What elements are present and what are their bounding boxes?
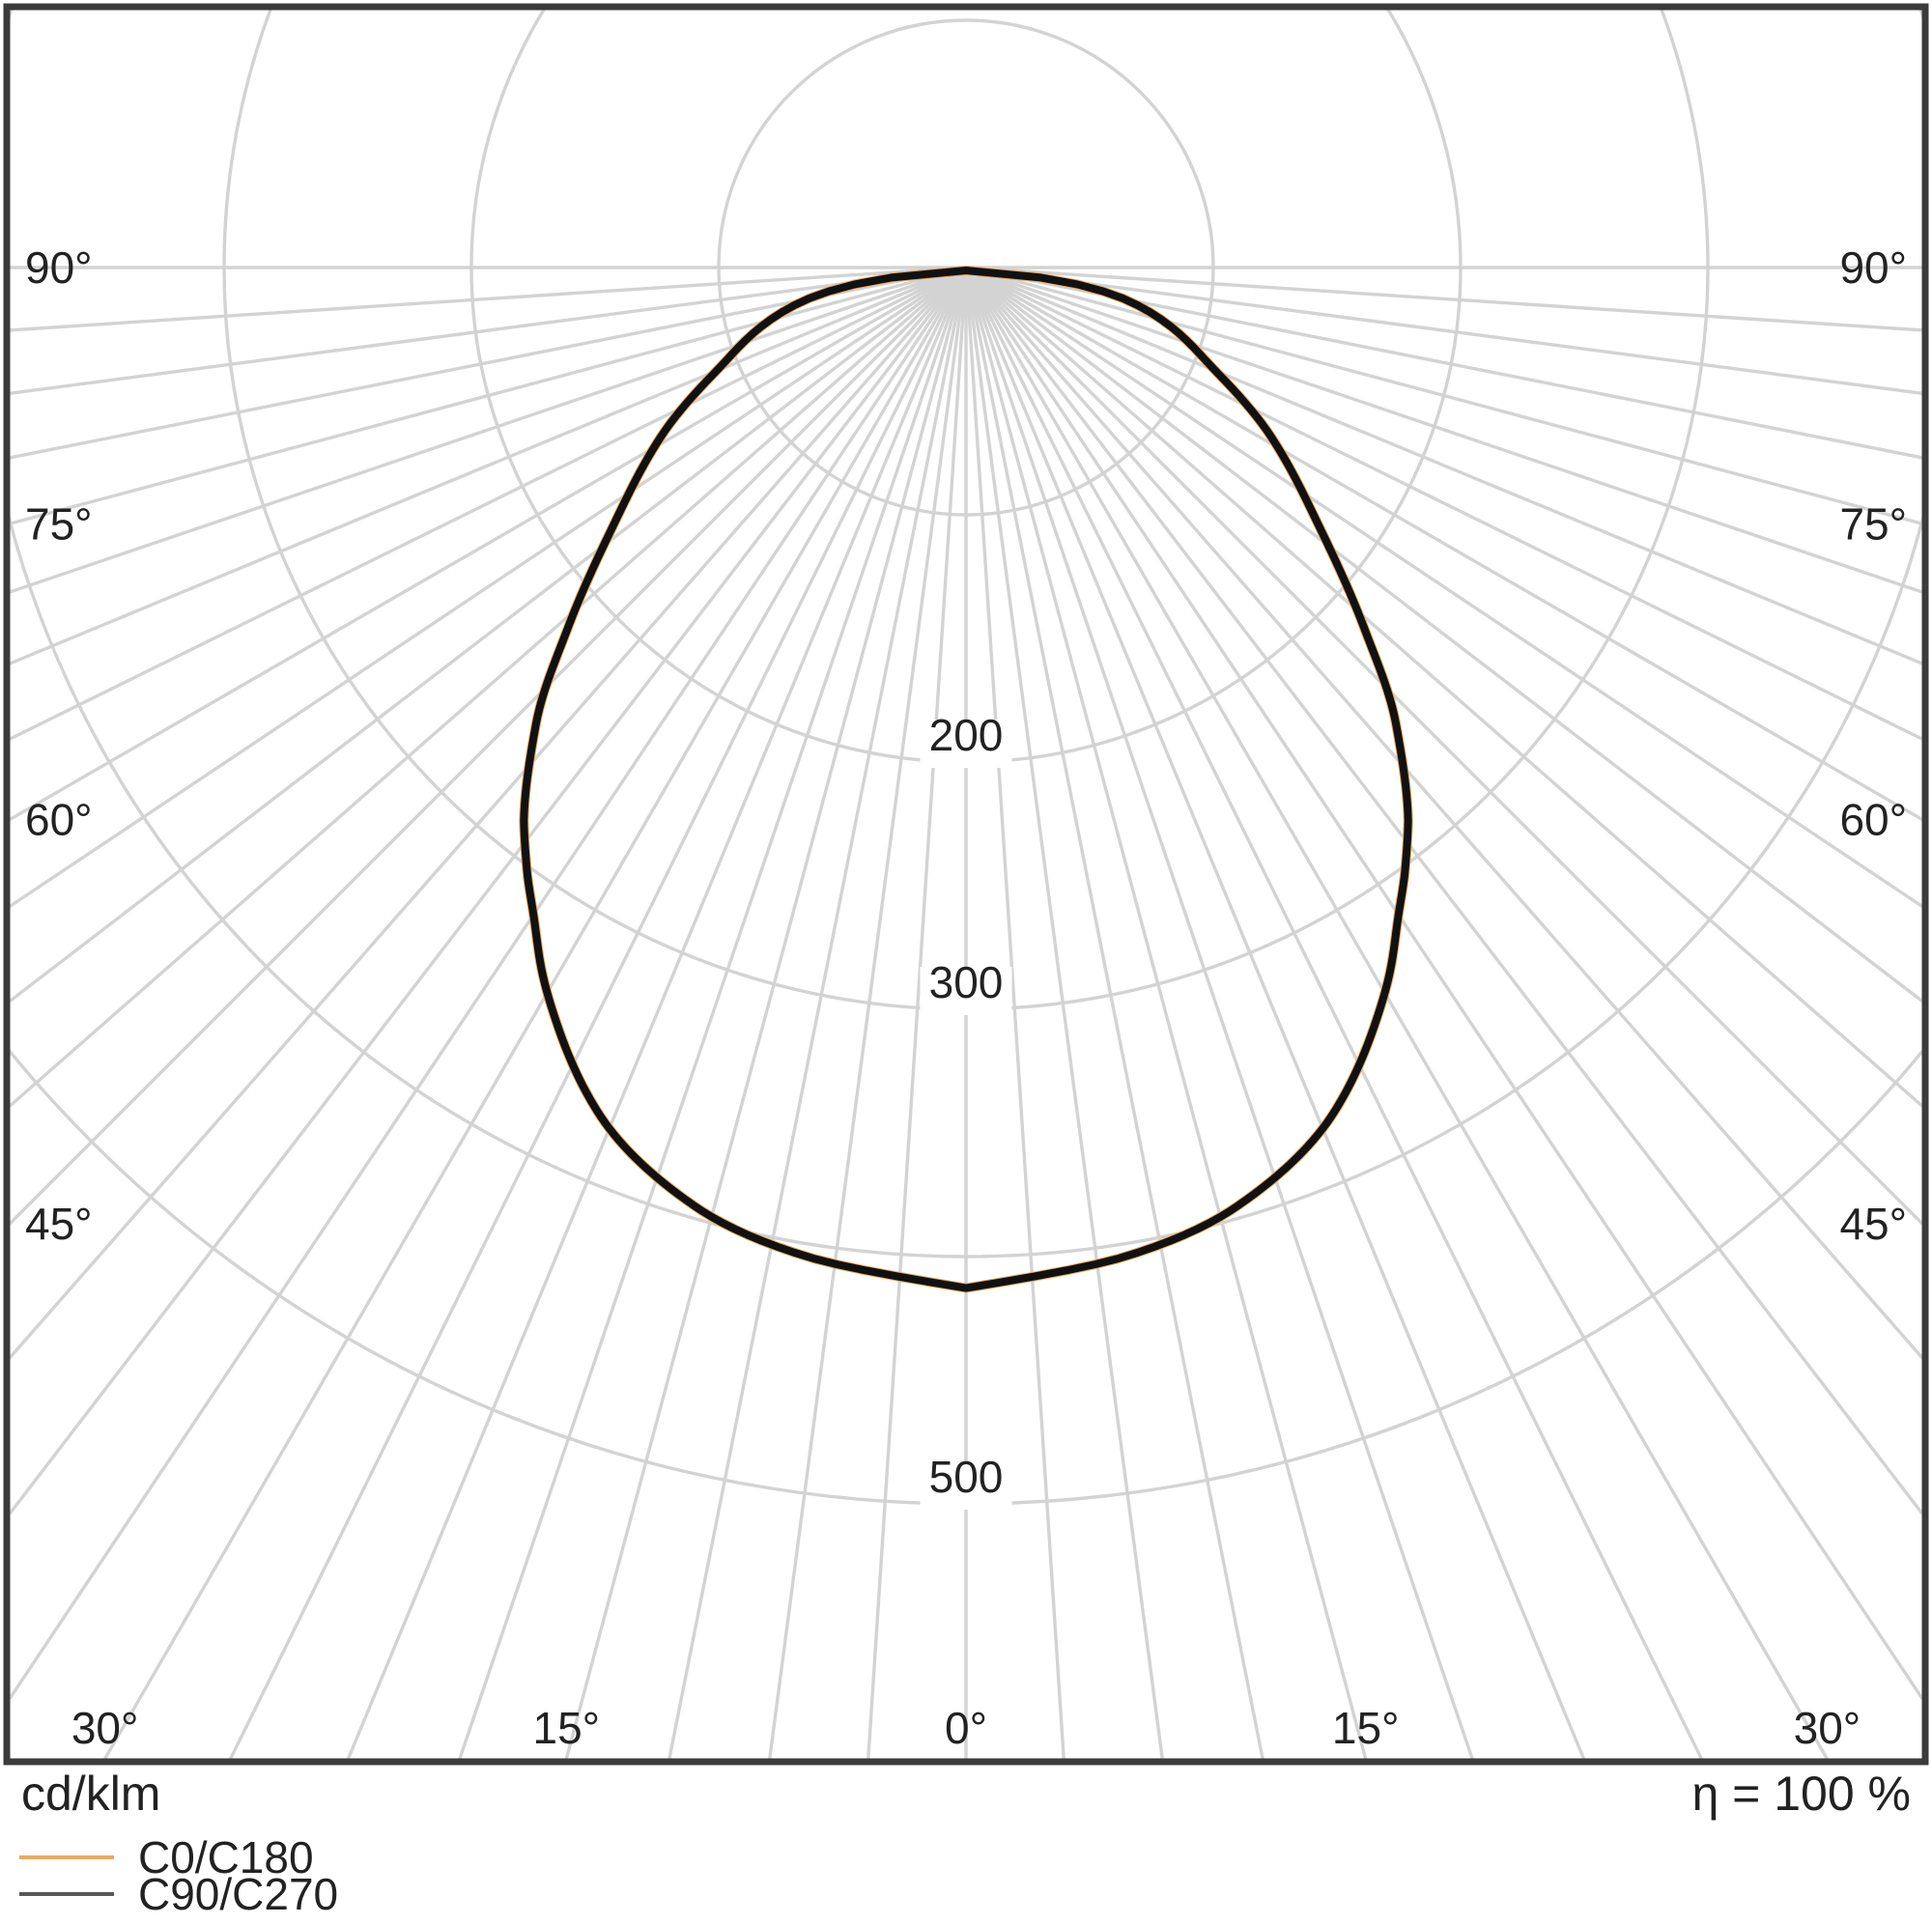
- svg-text:75°: 75°: [1839, 498, 1907, 549]
- svg-text:C90/C270: C90/C270: [138, 1869, 338, 1919]
- svg-text:500: 500: [929, 1452, 1004, 1502]
- svg-text:60°: 60°: [1839, 795, 1907, 845]
- svg-text:300: 300: [929, 957, 1004, 1007]
- svg-text:30°: 30°: [71, 1703, 139, 1753]
- svg-text:60°: 60°: [25, 795, 93, 845]
- svg-text:15°: 15°: [1332, 1703, 1400, 1753]
- svg-text:200: 200: [929, 710, 1004, 760]
- svg-text:30°: 30°: [1794, 1703, 1861, 1753]
- svg-text:0°: 0°: [945, 1703, 987, 1753]
- svg-text:η = 100 %: η = 100 %: [1691, 1767, 1911, 1821]
- svg-text:90°: 90°: [25, 242, 93, 293]
- svg-text:15°: 15°: [533, 1703, 601, 1753]
- svg-text:cd/klm: cd/klm: [21, 1767, 160, 1821]
- svg-text:75°: 75°: [25, 498, 93, 549]
- svg-text:45°: 45°: [1839, 1199, 1907, 1249]
- svg-text:90°: 90°: [1839, 242, 1907, 293]
- svg-text:45°: 45°: [25, 1199, 93, 1249]
